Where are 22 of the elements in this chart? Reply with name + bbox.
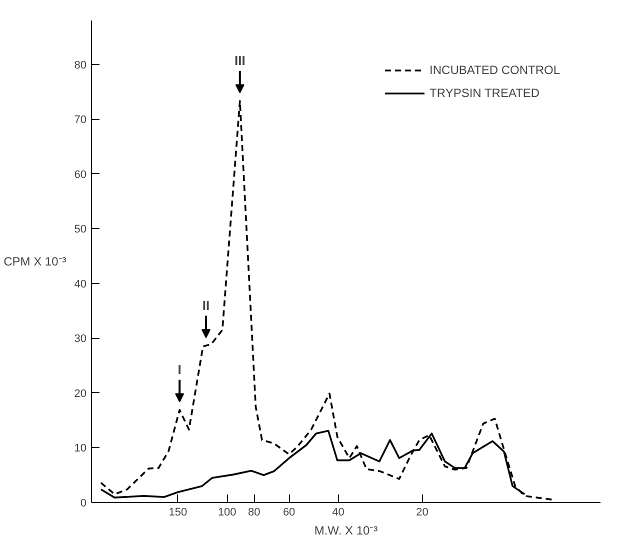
x-tick-label: 80 <box>248 506 260 518</box>
y-tick-label: 10 <box>74 442 87 455</box>
y-tick-label: 0 <box>80 498 87 510</box>
annotation: I <box>178 362 182 378</box>
legend-label: INCUBATED CONTROL <box>430 63 560 77</box>
x-tick-label: 20 <box>416 506 428 518</box>
y-axis-title: CPM X 10⁻³ <box>4 254 66 268</box>
y-tick-label: 70 <box>74 114 87 126</box>
x-tick-label: 150 <box>168 506 188 518</box>
y-tick-label: 20 <box>74 388 87 400</box>
y-tick-label: 40 <box>74 278 87 290</box>
x-axis-title: M.W. X 10⁻³ <box>314 524 378 538</box>
y-tick-label: 50 <box>74 224 87 236</box>
legend-label: TRYPSIN TREATED <box>430 86 540 100</box>
annotation: II <box>202 298 210 313</box>
x-tick-label: 60 <box>282 506 296 518</box>
x-tick-label: 40 <box>332 506 344 518</box>
y-tick-label: 30 <box>74 333 87 346</box>
annotation: III <box>234 53 246 68</box>
x-tick-label: 100 <box>218 506 236 518</box>
y-tick-label: 60 <box>74 168 87 181</box>
y-tick-label: 80 <box>74 59 87 72</box>
